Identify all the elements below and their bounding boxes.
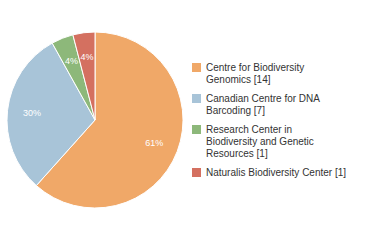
data-label: 61% (145, 138, 163, 148)
data-label: 30% (23, 108, 41, 118)
data-labels: 61% 30% 4%4% (23, 52, 163, 147)
data-label: 4% (80, 52, 93, 62)
legend-label-line: Biodiversity and Genetic (206, 136, 314, 147)
legend-label-line: Barcoding [7] (206, 105, 265, 116)
legend-item: Centre for BiodiversityGenomics [14] (192, 62, 304, 85)
legend-label: Naturalis Biodiversity Center [1] (206, 167, 346, 178)
legend-label: Centre for BiodiversityGenomics [14] (206, 62, 304, 85)
legend-label-line: Research Center in (206, 124, 292, 135)
legend-label-line: Resources [1] (206, 148, 268, 159)
legend-swatch (192, 94, 201, 103)
legend: Centre for BiodiversityGenomics [14] Cana… (192, 62, 346, 178)
legend-label: Canadian Centre for DNABarcoding [7] (206, 93, 320, 116)
legend-label-line: Canadian Centre for DNA (206, 93, 320, 104)
chart: 61% 30% 4%4% Centre for BiodiversityGenomic… (0, 0, 380, 240)
legend-label-line: Naturalis Biodiversity Center [1] (206, 167, 346, 178)
pie (7, 32, 183, 208)
legend-label: Research Center inBiodiversity and Genet… (206, 124, 314, 159)
legend-item: Research Center inBiodiversity and Genet… (192, 124, 314, 159)
legend-label-line: Centre for Biodiversity (206, 62, 304, 73)
legend-item: Naturalis Biodiversity Center [1] (192, 167, 346, 178)
pie-slice (73, 32, 95, 120)
legend-swatch (192, 63, 201, 72)
data-label: 4% (65, 56, 78, 66)
legend-item: Canadian Centre for DNABarcoding [7] (192, 93, 320, 116)
legend-swatch (192, 168, 201, 177)
legend-swatch (192, 125, 201, 134)
legend-label-line: Genomics [14] (206, 74, 271, 85)
